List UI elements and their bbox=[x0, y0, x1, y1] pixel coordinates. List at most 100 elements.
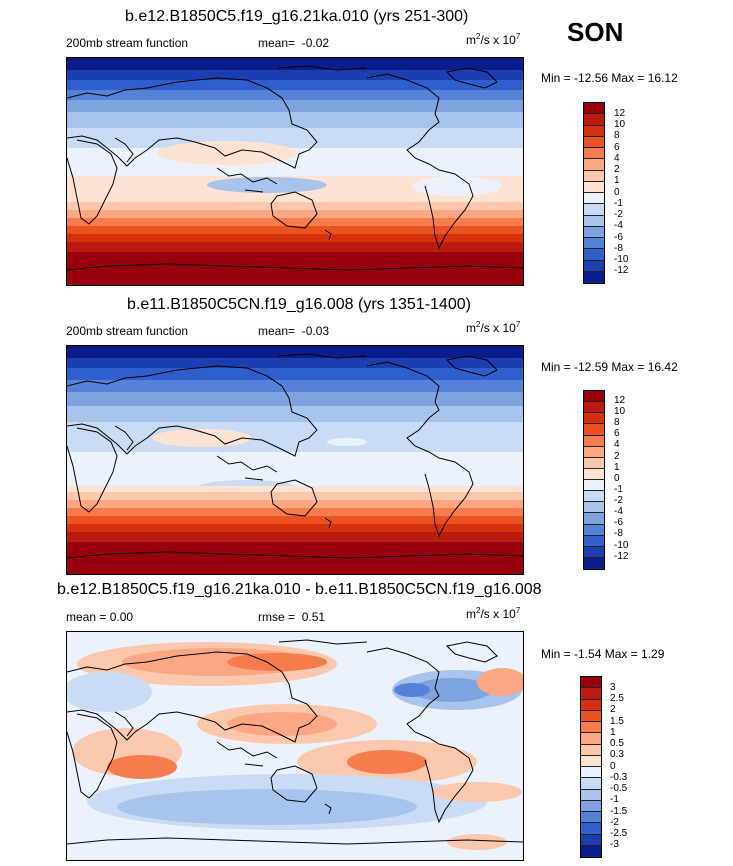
contour-band bbox=[67, 532, 523, 542]
contour-patch bbox=[157, 141, 297, 165]
contour-band bbox=[67, 202, 523, 210]
colorbar-tick-label: 0 bbox=[610, 761, 616, 772]
contour-patch bbox=[227, 712, 337, 736]
contour-patch bbox=[107, 755, 177, 779]
contour-patch bbox=[117, 789, 417, 825]
contour-patch bbox=[477, 668, 523, 696]
colorbar-tick-label: -1.5 bbox=[610, 806, 628, 817]
panel2-minmax: Min = -12.59 Max = 16.42 bbox=[541, 360, 678, 374]
colorbar-tick-label: -0.3 bbox=[610, 772, 628, 783]
colorbar-tick-label: 6 bbox=[614, 428, 620, 439]
colorbar-tick-label: -10 bbox=[614, 540, 629, 551]
colorbar-tick-label: -12 bbox=[614, 551, 629, 562]
panel3-title: b.e12.B1850C5.f19_g16.21ka.010 - b.e11.B… bbox=[57, 581, 542, 598]
colorbar-tick-label: 1 bbox=[614, 462, 620, 473]
colorbar-tick-label: 0 bbox=[614, 473, 620, 484]
contour-band bbox=[67, 210, 523, 218]
coastlines bbox=[67, 353, 523, 559]
contour-band bbox=[67, 542, 523, 574]
colorbar-tick-label: 4 bbox=[614, 153, 620, 164]
contour-band bbox=[67, 226, 523, 234]
panel1-title: b.e12.B1850C5.f19_g16.21ka.010 (yrs 251-… bbox=[125, 8, 469, 25]
contour-patch bbox=[207, 177, 327, 193]
season-label: SON bbox=[567, 17, 624, 47]
panel1-variable-label: 200mb stream function bbox=[66, 36, 189, 50]
contour-patch bbox=[412, 176, 502, 196]
panel3-map bbox=[66, 631, 524, 861]
colorbar-tick-label: 1 bbox=[614, 175, 620, 186]
colorbar-tick-label: -2 bbox=[614, 495, 623, 506]
panel2-units: m2/s x 107 bbox=[466, 320, 521, 336]
colorbar-tick-label: 1 bbox=[610, 727, 616, 738]
contour-band bbox=[67, 128, 523, 148]
contour-band bbox=[67, 422, 523, 452]
panel2-map bbox=[66, 345, 524, 575]
panel1-mean-label: mean= -0.02 bbox=[258, 36, 330, 50]
colorbar-tick-label: 0.3 bbox=[610, 749, 624, 760]
contour-band bbox=[67, 218, 523, 226]
coastlines bbox=[67, 639, 523, 845]
colorbar-tick-label: -6 bbox=[614, 232, 623, 243]
contour-band bbox=[67, 486, 523, 492]
panel1-units: m2/s x 107 bbox=[466, 32, 521, 48]
colorbar-tick-label: 6 bbox=[614, 142, 620, 153]
contour-band bbox=[67, 392, 523, 406]
contour-patch bbox=[327, 438, 367, 446]
colorbar-tick-label: 0.5 bbox=[610, 738, 624, 749]
panel3-map-svg bbox=[67, 632, 523, 860]
contour-band bbox=[67, 492, 523, 500]
contour-band bbox=[67, 452, 523, 486]
colorbar-tick-label: 10 bbox=[614, 119, 626, 130]
colorbar-tick-label: -10 bbox=[614, 254, 629, 265]
panel2-map-svg bbox=[67, 346, 523, 574]
contour-band bbox=[67, 58, 523, 70]
panel1-map bbox=[66, 57, 524, 286]
panel1-colorbar bbox=[583, 102, 605, 284]
colorbar-tick-label: -1 bbox=[610, 794, 619, 805]
colorbar-tick-label: -8 bbox=[614, 243, 623, 254]
contour-band bbox=[67, 100, 523, 112]
contour-band bbox=[67, 516, 523, 524]
colorbar-tick-label: -1 bbox=[614, 198, 623, 209]
colorbar-tick-label: -3 bbox=[610, 839, 619, 850]
colorbar-tick-label: -4 bbox=[614, 220, 623, 231]
contour-band bbox=[67, 242, 523, 252]
contour-band bbox=[67, 346, 523, 358]
colorbar-tick-label: -1 bbox=[614, 484, 623, 495]
colorbar-tick-label: -2 bbox=[614, 209, 623, 220]
contour-band bbox=[67, 508, 523, 516]
contour-band bbox=[67, 196, 523, 202]
colorbar-tick-label: 2 bbox=[610, 704, 616, 715]
contour-band bbox=[67, 70, 523, 80]
contour-patch bbox=[347, 750, 427, 774]
colorbar-tick-label: 4 bbox=[614, 439, 620, 450]
colorbar-tick-label: 12 bbox=[614, 108, 626, 119]
colorbar-tick-label: -4 bbox=[614, 506, 623, 517]
panel2-mean-label: mean= -0.03 bbox=[258, 324, 330, 338]
colorbar-tick-label: 10 bbox=[614, 406, 626, 417]
panel3-units: m2/s x 107 bbox=[466, 606, 521, 622]
colorbar-tick-label: -12 bbox=[614, 265, 629, 276]
colorbar-tick-label: -0.5 bbox=[610, 783, 628, 794]
colorbar-tick-label: 2.5 bbox=[610, 693, 624, 704]
panel3-rmse-label: rmse = 0.51 bbox=[258, 610, 326, 624]
colorbar-tick-label: 2 bbox=[614, 164, 620, 175]
contour-patch bbox=[152, 429, 252, 447]
panel2-colorbar bbox=[583, 390, 605, 570]
colorbar-tick-label: 8 bbox=[614, 130, 620, 141]
contour-band bbox=[67, 112, 523, 128]
contour-patch bbox=[432, 782, 522, 802]
panel2-title: b.e11.B1850C5CN.f19_g16.008 (yrs 1351-14… bbox=[127, 296, 471, 313]
colorbar-tick-label: 3 bbox=[610, 682, 616, 693]
colorbar-tick-label: 2 bbox=[614, 451, 620, 462]
contour-band bbox=[67, 234, 523, 242]
panel2-variable-label: 200mb stream function bbox=[66, 324, 189, 338]
contour-band bbox=[67, 90, 523, 100]
colorbar-tick-label: -2.5 bbox=[610, 828, 628, 839]
colorbar-tick-label: 0 bbox=[614, 187, 620, 198]
contour-band bbox=[67, 406, 523, 422]
panel3-mean-label: mean = 0.00 bbox=[66, 610, 134, 624]
contour-band bbox=[67, 80, 523, 90]
colorbar-tick-label: -2 bbox=[610, 817, 619, 828]
contour-patch bbox=[394, 683, 430, 697]
